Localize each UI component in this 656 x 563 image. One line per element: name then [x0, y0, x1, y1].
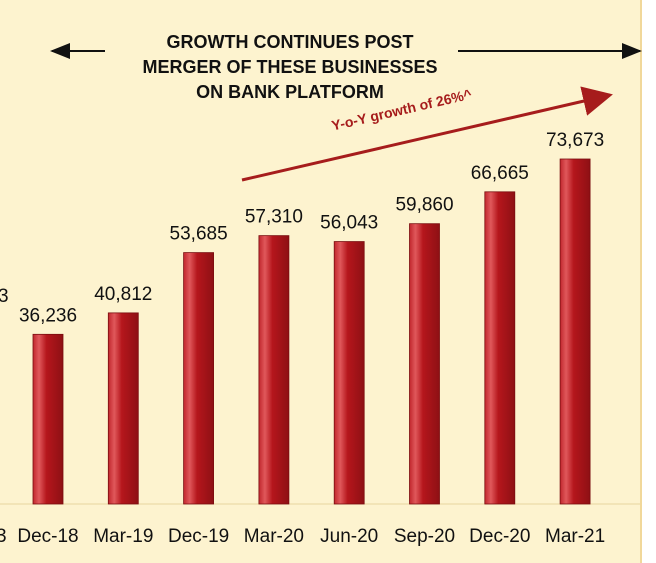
bar-dec-18 [32, 333, 64, 505]
category-label: Sep-20 [394, 526, 455, 547]
value-labels: 36,236 40,812 53,685 57,310 56,043 59,860 66,6… [19, 130, 604, 326]
value-label: 66,665 [471, 163, 529, 184]
headline: GROWTH CONTINUES POST MERGER OF THESE BU… [90, 30, 490, 105]
category-labels: Dec-18 Mar-19 Dec-19 Mar-20 Jun-20 Sep-20 Dec-… [17, 526, 605, 547]
value-label: 56,043 [320, 213, 378, 234]
value-label: 59,860 [395, 195, 453, 216]
value-label: 40,812 [94, 284, 152, 305]
bar-dec-19 [183, 252, 215, 505]
growth-trend-arrow [241, 86, 613, 182]
category-label: Dec-20 [469, 526, 530, 547]
value-label: 53,685 [170, 224, 228, 245]
clipped-left-category-glyph: 3 [0, 526, 7, 547]
value-label: 73,673 [546, 130, 604, 151]
bar-sep-20 [409, 223, 440, 505]
bar-dec-20 [484, 191, 516, 505]
bar-mar-21 [559, 158, 591, 505]
bar-mar-19 [107, 312, 139, 505]
headline-line-3: ON BANK PLATFORM [196, 82, 384, 102]
bar-jun-20 [333, 241, 365, 505]
category-label: Mar-21 [545, 526, 605, 547]
headline-line-2: MERGER OF THESE BUSINESSES [142, 57, 438, 77]
chart-background-panel [0, 0, 642, 563]
bars [32, 158, 591, 505]
headline-line-1: GROWTH CONTINUES POST [166, 32, 414, 52]
value-label: 36,236 [19, 305, 77, 326]
category-label: Jun-20 [320, 526, 378, 547]
clipped-left-value-glyph: 3 [0, 286, 9, 307]
bar-mar-20 [258, 235, 290, 505]
category-label: Mar-19 [93, 526, 153, 547]
category-label: Mar-20 [244, 526, 304, 547]
category-label: Dec-18 [17, 526, 78, 547]
value-label: 57,310 [245, 207, 303, 228]
category-label: Dec-19 [168, 526, 229, 547]
